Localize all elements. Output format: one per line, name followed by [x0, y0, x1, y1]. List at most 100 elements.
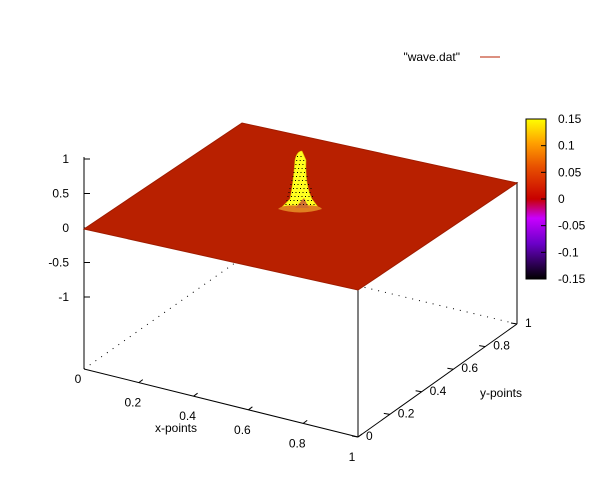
mesh-dot	[297, 156, 298, 157]
surface-peak	[278, 150, 322, 213]
mesh-dot	[300, 200, 302, 201]
mesh-dot	[299, 204, 301, 205]
x-tick	[193, 392, 198, 397]
mesh-dot	[313, 204, 315, 205]
mesh-dot	[290, 184, 292, 185]
colorbar-tick-label: 0.15	[558, 112, 582, 126]
mesh-dot	[294, 196, 296, 197]
mesh-dot	[295, 164, 297, 165]
mesh-dot	[299, 192, 300, 193]
z-tick-label: 1	[62, 152, 69, 166]
mesh-dot	[286, 200, 288, 201]
x-tick-label: 0.2	[124, 396, 141, 410]
mesh-dot	[287, 196, 289, 197]
mesh-dot	[303, 188, 305, 189]
z-tick-label: 0.5	[52, 187, 69, 201]
mesh-dot	[285, 204, 287, 205]
colorbar-tick-label: -0.1	[558, 245, 579, 259]
mesh-dot	[305, 168, 307, 169]
y-tick-label: 0	[366, 429, 373, 443]
mesh-dot	[307, 188, 308, 189]
mesh-dot	[303, 160, 305, 161]
mesh-dot	[297, 184, 299, 185]
mesh-dot	[310, 188, 312, 189]
x-origin-label: 0	[75, 372, 82, 386]
mesh-dot	[293, 172, 295, 173]
mesh-dot	[296, 188, 298, 189]
y-tick	[479, 345, 486, 348]
x-tick	[302, 419, 308, 424]
mesh-dot	[300, 188, 301, 189]
mesh-dot	[308, 196, 310, 197]
mesh-dot	[293, 188, 294, 189]
mesh-dot	[299, 176, 301, 177]
mesh-dot	[302, 192, 304, 193]
y-tick	[447, 367, 454, 370]
mesh-dot	[292, 204, 294, 205]
mesh-dot	[304, 172, 305, 173]
x-tick-label: 1	[349, 450, 356, 464]
mesh-dot	[294, 168, 296, 169]
mesh-dot	[296, 176, 297, 177]
mesh-dot	[288, 192, 290, 193]
mesh-dot	[291, 196, 292, 197]
mesh-dot	[299, 160, 301, 161]
mesh-dot	[298, 164, 300, 165]
mesh-dot	[290, 200, 291, 201]
mesh-dot	[306, 176, 308, 177]
mesh-dot	[289, 188, 291, 189]
mesh-dot	[295, 192, 297, 193]
mesh-dot	[298, 196, 299, 197]
y-tick-label: 0.8	[493, 339, 510, 353]
mesh-dot	[301, 168, 303, 169]
mesh-dot	[297, 172, 298, 173]
mesh-dot	[302, 180, 303, 181]
y-tick-label: 0.6	[461, 361, 478, 375]
z-tick-label: 0	[62, 221, 69, 235]
x-tick	[138, 379, 144, 384]
x-axis-labels: 0 0.2 0.4 0.6 0.8 1	[75, 372, 356, 464]
mesh-dot	[301, 196, 303, 197]
y-tick	[351, 435, 359, 438]
x-tick-label: 0.8	[289, 436, 306, 450]
legend-label: "wave.dat"	[403, 50, 460, 64]
mesh-dot	[306, 192, 307, 193]
colorbar-labels: 0.15 0.1 0.05 0 -0.05 -0.1 -0.15	[541, 112, 586, 286]
mesh-dot	[307, 200, 309, 201]
mesh-dot	[309, 192, 311, 193]
peak-mesh-dots	[285, 156, 315, 205]
mesh-dot	[304, 200, 305, 201]
mesh-dot	[302, 164, 304, 165]
mesh-dot	[289, 204, 290, 205]
z-axis-labels: 1 0.5 0 -0.5 -1	[48, 152, 69, 304]
y-tick-label: 1	[525, 316, 532, 330]
mesh-dot	[297, 200, 298, 201]
y-tick-label: 0.2	[398, 406, 415, 420]
mesh-dot	[303, 176, 304, 177]
colorbar-tick-label: 0	[558, 192, 565, 206]
y-tick	[383, 412, 390, 415]
mesh-dot	[296, 204, 297, 205]
x-axis-title: x-points	[155, 421, 197, 435]
mesh-dot	[308, 184, 309, 185]
x-tick	[357, 433, 363, 438]
x-tick-label: 0.6	[234, 423, 251, 437]
colorbar-tick-label: 0.1	[558, 139, 575, 153]
mesh-dot	[304, 184, 306, 185]
tick-marks	[84, 158, 518, 438]
mesh-dot	[295, 180, 296, 181]
mesh-dot	[294, 184, 295, 185]
y-axis-labels: 0 0.2 0.4 0.6 0.8 1	[366, 316, 532, 443]
mesh-dot	[301, 184, 302, 185]
y-tick	[415, 390, 422, 393]
mesh-dot	[310, 204, 311, 205]
z-tick-label: -0.5	[48, 256, 69, 270]
x-tick	[248, 406, 253, 411]
box-frame	[83, 157, 518, 438]
mesh-dot	[292, 176, 294, 177]
y-tick-label: 0.4	[430, 384, 447, 398]
mesh-dot	[303, 204, 304, 205]
mesh-dot	[300, 156, 302, 157]
colorbar-tick-label: 0.05	[558, 165, 582, 179]
